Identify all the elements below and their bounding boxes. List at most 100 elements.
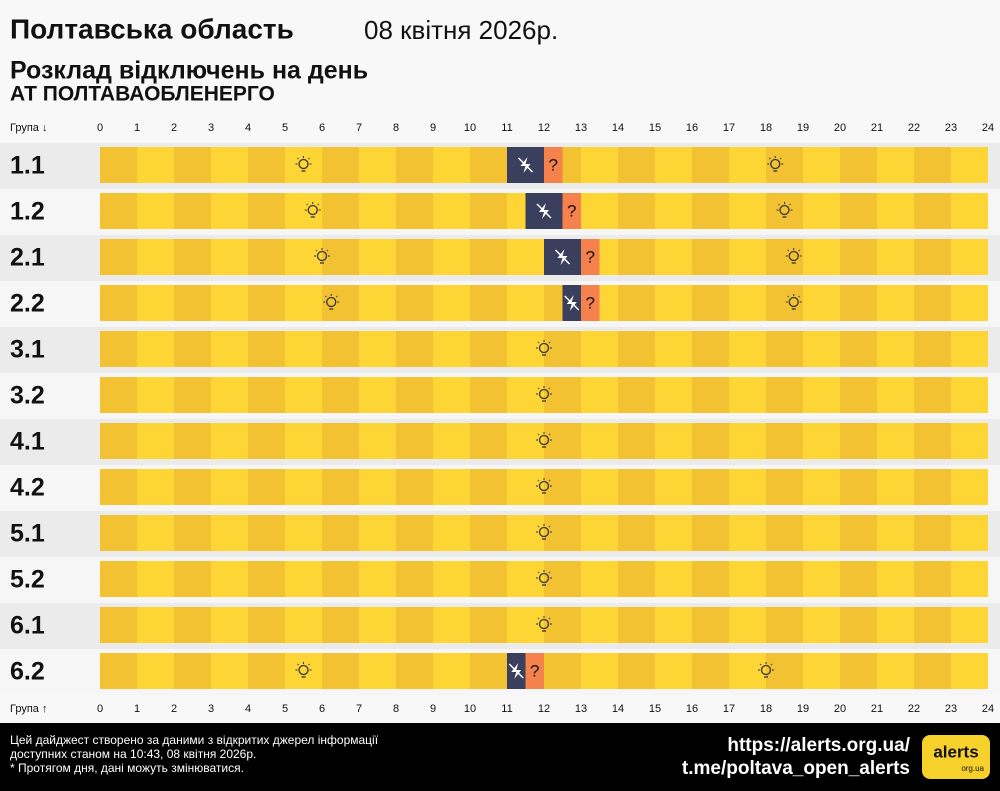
- hour-cell: [655, 515, 692, 551]
- hour-cell: [581, 147, 618, 183]
- hour-cell: [322, 331, 359, 367]
- hour-cell: [359, 469, 396, 505]
- hour-cell: [359, 193, 396, 229]
- hour-cell: [692, 515, 729, 551]
- hour-cell: [692, 423, 729, 459]
- hour-cell: [803, 423, 840, 459]
- bulb-ray: [308, 663, 310, 666]
- hour-cell: [433, 653, 470, 689]
- hour-cell: [692, 377, 729, 413]
- hour-cell: [507, 515, 544, 551]
- hour-cell: [840, 607, 877, 643]
- hour-cell: [322, 285, 359, 321]
- hour-cell: [655, 239, 692, 275]
- hour-cell: [729, 653, 766, 689]
- hour-cell: [174, 147, 211, 183]
- hour-cell: [322, 239, 359, 275]
- hour-cell: [174, 561, 211, 597]
- hour-cell: [692, 285, 729, 321]
- bulb-glass: [538, 572, 550, 584]
- bulb-icon: [776, 202, 793, 218]
- hour-cell: [840, 515, 877, 551]
- bulb-glass: [538, 388, 550, 400]
- bulb-icon: [536, 524, 552, 540]
- hour-cell: [581, 515, 618, 551]
- x-tick-label: 18: [760, 122, 772, 134]
- possible-outage-block: [525, 653, 544, 689]
- hour-cell: [285, 239, 322, 275]
- hour-cell: [507, 423, 544, 459]
- no-power-icon: [536, 203, 552, 219]
- x-tick-label: 5: [282, 703, 288, 715]
- hour-cell: [248, 285, 285, 321]
- x-tick-label: 4: [245, 122, 251, 134]
- hour-cell: [433, 423, 470, 459]
- hour-cell: [174, 193, 211, 229]
- hour-cell: [544, 653, 581, 689]
- no-power-icon: [554, 249, 571, 265]
- hour-cell: [248, 331, 285, 367]
- x-tick-label: 17: [723, 122, 735, 134]
- hour-cell: [803, 515, 840, 551]
- hour-cell: [322, 561, 359, 597]
- hour-cell: [359, 377, 396, 413]
- hour-cell: [803, 377, 840, 413]
- hour-cell: [840, 377, 877, 413]
- bulb-ray: [306, 203, 309, 206]
- link[interactable]: t.me/poltava_open_alerts: [682, 758, 910, 779]
- hour-cell: [655, 285, 692, 321]
- bulb-ray: [324, 295, 327, 298]
- logo-text: alerts: [933, 742, 978, 761]
- x-tick-label: 5: [282, 122, 288, 134]
- hour-cell: [729, 423, 766, 459]
- group-label: 3.2: [10, 382, 45, 410]
- hour-cell: [100, 147, 137, 183]
- hour-cell: [581, 561, 618, 597]
- x-tick-label: 14: [612, 703, 624, 715]
- hour-cell: [729, 239, 766, 275]
- hour-cell: [285, 377, 322, 413]
- hour-cell: [433, 285, 470, 321]
- bulb-ray: [537, 387, 540, 390]
- x-tick-label: 8: [393, 703, 399, 715]
- hour-cell: [433, 515, 470, 551]
- x-tick-label: 6: [319, 122, 325, 134]
- hour-cell: [618, 147, 655, 183]
- hour-cell: [729, 377, 766, 413]
- hour-cell: [174, 653, 211, 689]
- x-tick-label: 14: [612, 122, 624, 134]
- hour-cell: [396, 607, 433, 643]
- link[interactable]: https://alerts.org.ua/: [727, 735, 910, 756]
- bulb-ray: [548, 525, 551, 528]
- hour-cell: [618, 423, 655, 459]
- hour-cell: [137, 331, 174, 367]
- hour-cell: [729, 193, 766, 229]
- hour-cell: [470, 469, 507, 505]
- hour-cell: [914, 193, 951, 229]
- slash: [536, 203, 552, 219]
- bulb-icon: [536, 386, 552, 402]
- hour-cell: [618, 653, 655, 689]
- hour-cell: [951, 239, 988, 275]
- bulb-glass: [326, 296, 337, 308]
- hour-cell: [618, 193, 655, 229]
- hour-cell: [877, 515, 914, 551]
- possible-mark: ?: [567, 201, 576, 220]
- hour-cell: [840, 653, 877, 689]
- hour-cell: [433, 147, 470, 183]
- x-tick-label: 11: [501, 122, 512, 134]
- hour-cell: [322, 515, 359, 551]
- bulb-glass: [538, 480, 550, 492]
- hour-cell: [544, 515, 581, 551]
- x-tick-label: 9: [430, 122, 436, 134]
- hour-cell: [470, 653, 507, 689]
- bulb-ray: [326, 249, 329, 252]
- hour-cell: [211, 423, 248, 459]
- hour-cell: [766, 285, 803, 321]
- hour-cell: [248, 561, 285, 597]
- schedule: 0011223344556677889910101111121213131414…: [0, 122, 1000, 715]
- hour-cell: [137, 561, 174, 597]
- hour-cell: [322, 147, 359, 183]
- hour-cell: [322, 607, 359, 643]
- bulb-ray: [770, 663, 773, 666]
